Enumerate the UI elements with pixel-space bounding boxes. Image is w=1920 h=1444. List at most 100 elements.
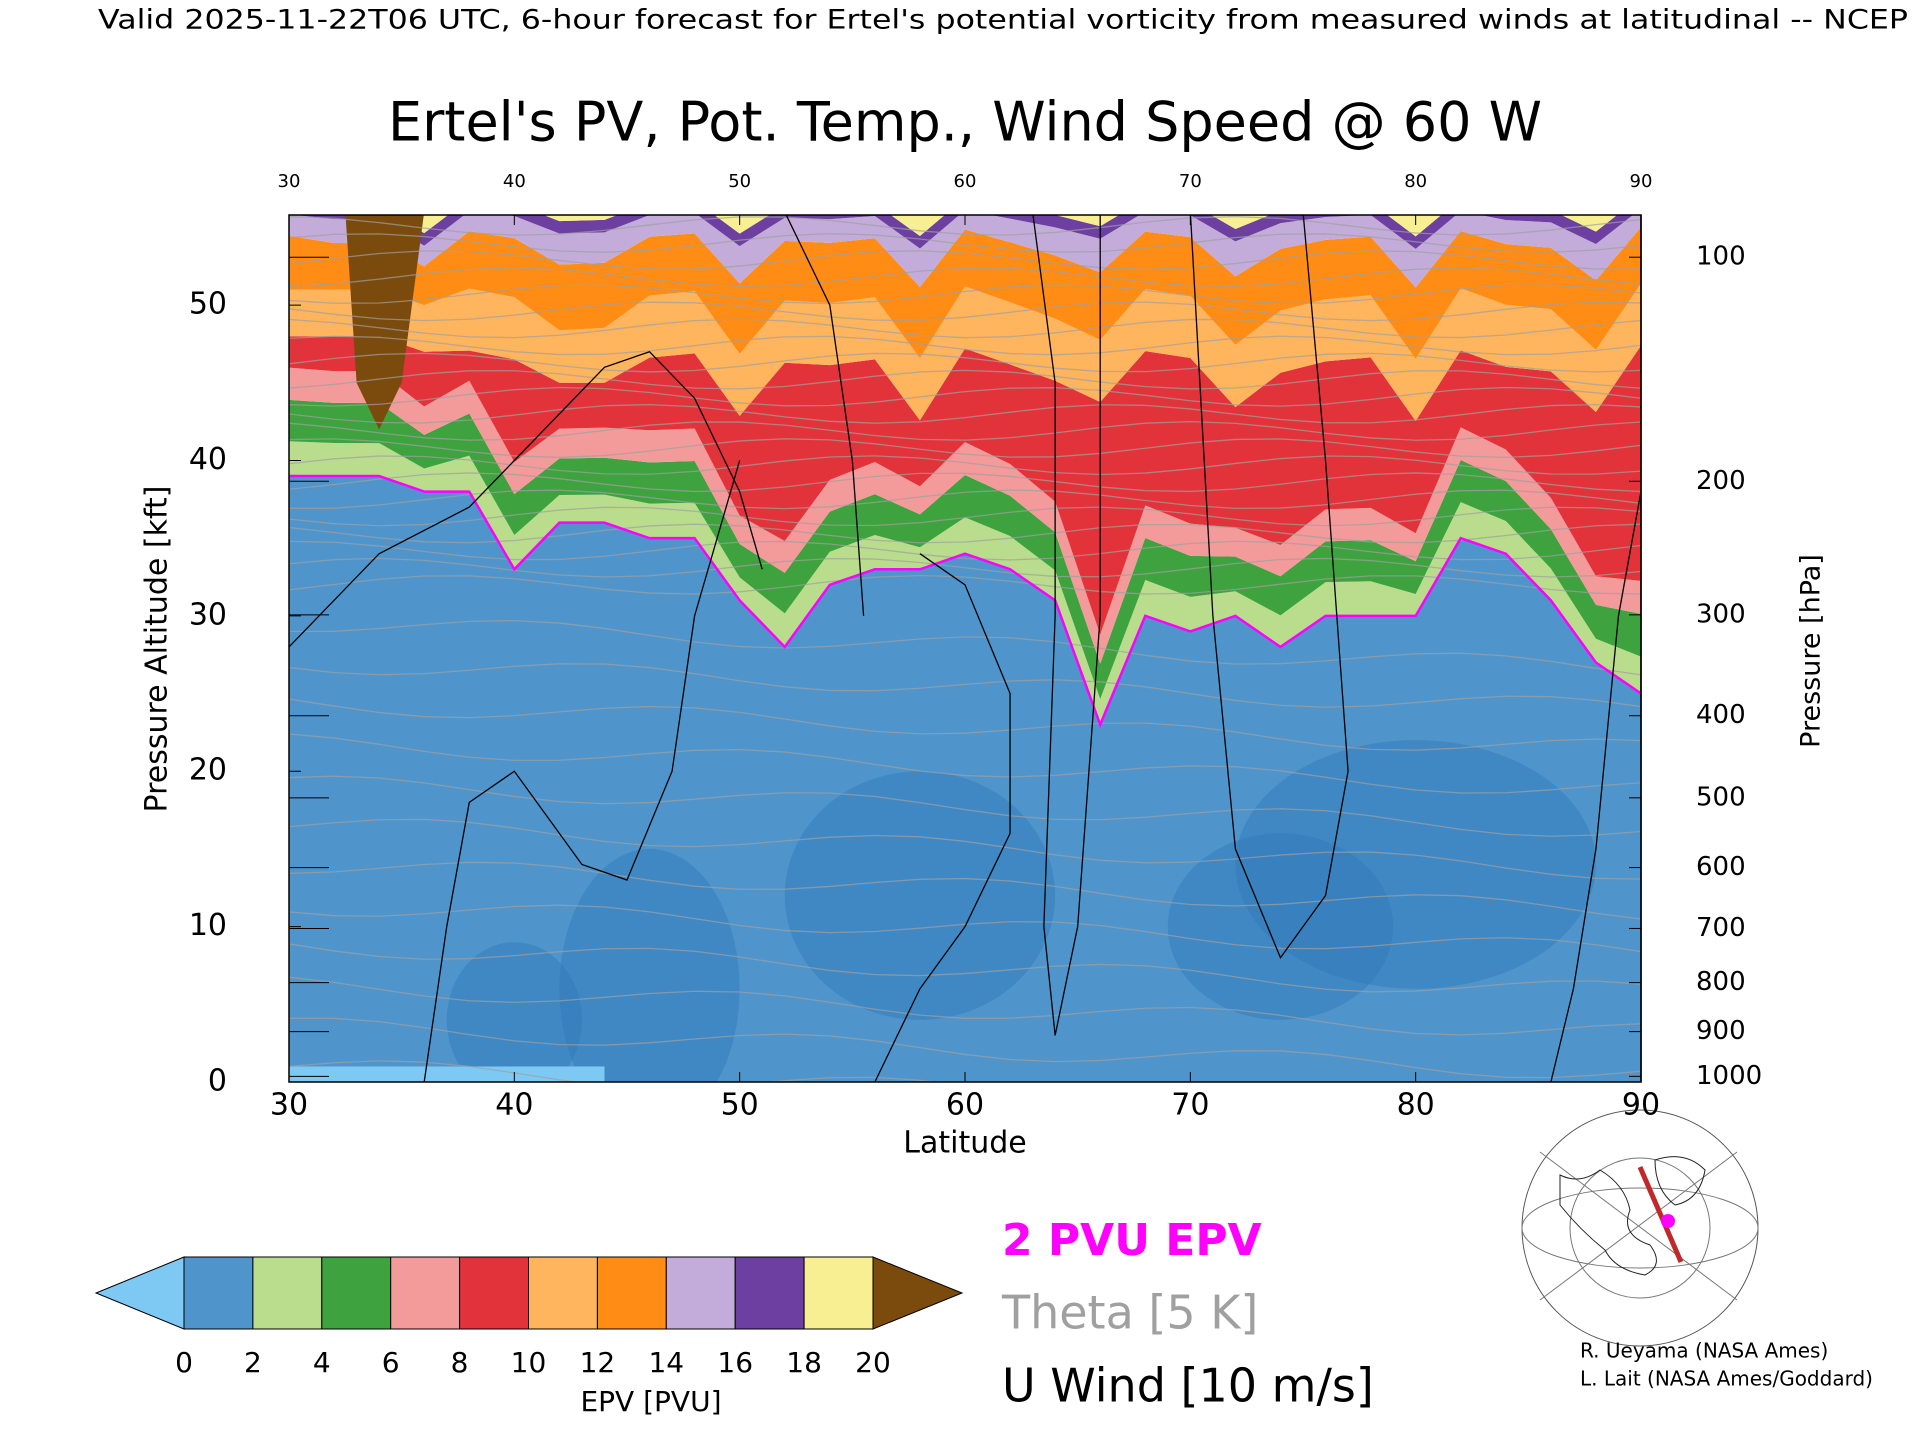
theta-contour: [289, 733, 1641, 794]
y2-axis-label: Pressure [hPa]: [1796, 554, 1827, 748]
y2-tick-label: 300: [1696, 599, 1746, 629]
theta-contour: [289, 318, 1641, 339]
field-band: [289, 283, 1641, 421]
theta-contour: [289, 574, 1641, 595]
x-axis-label: Latitude: [903, 1126, 1026, 1161]
colorbar-segment: [528, 1256, 598, 1330]
x-tick-label: 90: [1622, 1088, 1660, 1123]
y-axis-label: Pressure Altitude [kft]: [140, 486, 175, 813]
colorbar-segment: [665, 1256, 736, 1330]
theta-contour: [289, 904, 1641, 953]
y-tick-label: 50: [189, 287, 227, 322]
map-circle: [1521, 1109, 1759, 1347]
field-band: [289, 367, 1641, 664]
colorbar-tick-label: 4: [313, 1346, 331, 1379]
field-band: [289, 441, 1641, 725]
legend-entry: Theta [5 K]: [1001, 1286, 1258, 1340]
theta-contour: [289, 386, 1641, 407]
colorbar-over: [872, 1256, 964, 1330]
x-tick-label: 60: [946, 1088, 984, 1123]
theta-contour: [289, 352, 1641, 373]
y-tick-label: 30: [189, 597, 227, 632]
theta-contour: [289, 335, 1641, 356]
wind-contour: [785, 215, 865, 616]
theta-contour: [289, 698, 1641, 751]
theta-contour: [289, 215, 1641, 236]
y2-tick-label: 400: [1696, 700, 1746, 730]
wind-contour: [1550, 491, 1641, 1082]
theta-contour: [289, 663, 1641, 708]
theta-contour: [289, 1017, 1641, 1079]
field-patch: [784, 771, 1056, 1020]
colorbar-segment: [803, 1256, 874, 1330]
field-patch: [289, 1066, 605, 1082]
header: Valid 2025-11-22T06 UTC, 6-hour forecast…: [98, 5, 1908, 36]
y2-tick-label: 500: [1696, 782, 1746, 812]
theta-contour: [289, 489, 1641, 510]
x-top-tick-label: 80: [1404, 171, 1427, 192]
theta-contour: [289, 540, 1641, 561]
theta-contour: [289, 818, 1641, 880]
x-tick-label: 80: [1397, 1088, 1435, 1123]
colorbar-tick-label: 8: [451, 1346, 469, 1379]
theta-contour: [289, 523, 1641, 544]
theta-contour: [289, 267, 1641, 288]
wind-contour: [874, 553, 1011, 1082]
theta-contour: [289, 250, 1641, 271]
theta-contour: [289, 421, 1641, 441]
field-patch: [1235, 740, 1596, 989]
field-band: [289, 227, 1641, 359]
y2-tick-label: 900: [1696, 1016, 1746, 1046]
wind-contour: [423, 460, 741, 1082]
colorbar-label: EPV [PVU]: [580, 1385, 721, 1418]
theta-contour: [289, 438, 1641, 459]
y2-tick-label: 100: [1696, 242, 1746, 272]
x-top-tick-label: 50: [728, 171, 751, 192]
colorbar-under: [94, 1256, 185, 1330]
field: [289, 215, 1641, 1082]
colorbar-segment: [596, 1256, 667, 1330]
x-top-tick-label: 70: [1179, 171, 1202, 192]
y2-tick-label: 700: [1696, 913, 1746, 943]
x-tick-label: 70: [1171, 1088, 1209, 1123]
colorbar-tick-label: 10: [511, 1346, 547, 1379]
theta-contour: [289, 369, 1641, 390]
colorbar-tick-label: 2: [244, 1346, 262, 1379]
wind-contour: [1032, 215, 1101, 1036]
theta-contour: [289, 976, 1641, 1036]
colorbar-tick-label: 12: [580, 1346, 616, 1379]
x-tick-label: 30: [270, 1088, 308, 1123]
colorbar-tick-label: 0: [175, 1346, 193, 1379]
colorbar-tick-label: 14: [648, 1346, 684, 1379]
theta-contour: [289, 403, 1641, 424]
map-meridian: [1539, 1151, 1738, 1301]
y2-tick-label: 200: [1696, 466, 1746, 496]
colorbar-segment: [459, 1256, 530, 1330]
theta-contour: [289, 619, 1641, 676]
map-coast: [1559, 1169, 1657, 1276]
theta-contour: [289, 943, 1641, 993]
legend-entry: U Wind [10 m/s]: [1002, 1359, 1374, 1413]
y-tick-label: 0: [208, 1064, 227, 1099]
map-section-line: [1637, 1166, 1684, 1263]
colorbar-segment: [734, 1256, 805, 1330]
colorbar-segment: [252, 1256, 323, 1330]
x-top-tick-label: 30: [278, 171, 301, 192]
credit: L. Lait (NASA Ames/Goddard): [1580, 1367, 1873, 1391]
theta-contour: [289, 506, 1641, 527]
wind-contour: [289, 350, 763, 648]
theta-contour: [289, 301, 1641, 322]
map-coast: [1654, 1156, 1706, 1206]
y2-tick-label: 800: [1696, 967, 1746, 997]
x-top-tick-label: 90: [1630, 171, 1653, 192]
legend-entry: 2 PVU EPV: [1002, 1215, 1262, 1266]
theta-contour: [289, 455, 1641, 476]
field-band: [294, 215, 1633, 249]
y2-tick-label: 600: [1696, 852, 1746, 882]
field-patch: [446, 942, 582, 1082]
colorbar-segment: [183, 1256, 254, 1330]
map-inset: [1521, 1109, 1759, 1347]
field-patch: [559, 848, 740, 1082]
colorbar-tick-label: 6: [382, 1346, 400, 1379]
